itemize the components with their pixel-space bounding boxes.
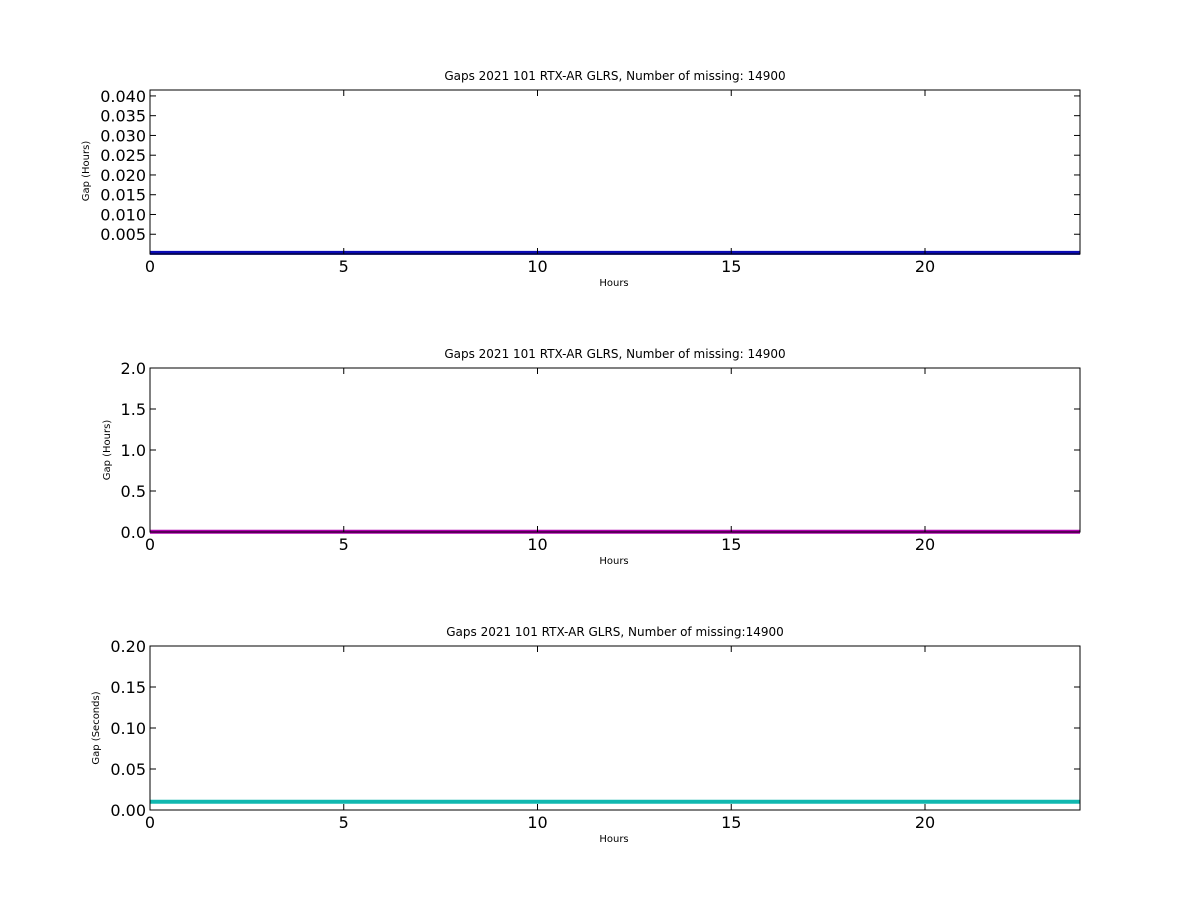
panel-2-ytick-label-4: 1.5 [121,400,146,419]
panel-2-title: Gaps 2021 101 RTX-AR GLRS, Number of mis… [444,347,785,361]
panel-3: Gaps 2021 101 RTX-AR GLRS, Number of mis… [91,625,1081,845]
panel-2: Gaps 2021 101 RTX-AR GLRS, Number of mis… [102,347,1081,567]
panel-2-plot-area: 0 5 10 15 20 0.0 0.5 1.0 1.5 2.0 [121,359,1081,554]
panel-2-ytick-label-1: 0.0 [121,523,146,542]
panel-1-ytick-label-8: 0.040 [100,87,146,106]
panel-2-axes-frame [149,367,1081,533]
panel-3-ylabel: Gap (Seconds) [91,691,102,764]
panel-3-ytick-label-5: 0.20 [110,637,146,656]
panel-2-xtick-label-15: 15 [721,535,741,554]
panel-3-xtick-label-20: 20 [915,813,935,832]
panel-1-xtick-label-10: 10 [527,257,547,276]
panel-1-ytick-label-5: 0.025 [100,146,146,165]
panel-1-ytick-label-7: 0.035 [100,107,146,126]
panel-1-ytick-label-1: 0.005 [100,225,146,244]
panel-3-axes-frame [149,645,1081,811]
panel-2-ytick-label-2: 0.5 [121,482,146,501]
panel-1-ylabel: Gap (Hours) [81,141,92,202]
panel-3-xlabel: Hours [599,834,628,845]
panel-3-ytick-label-1: 0.00 [110,801,146,820]
panel-3-title: Gaps 2021 101 RTX-AR GLRS, Number of mis… [446,625,784,639]
panel-3-xtick-label-5: 5 [339,813,349,832]
panel-2-xtick-label-10: 10 [527,535,547,554]
panel-3-xtick-label-10: 10 [527,813,547,832]
panel-1-xtick-label-5: 5 [339,257,349,276]
panel-2-xtick-label-20: 20 [915,535,935,554]
panel-3-ytick-label-3: 0.10 [110,719,146,738]
panel-1-ytick-label-3: 0.015 [100,186,146,205]
panel-2-xtick-label-0: 0 [145,535,155,554]
panel-2-ytick-label-5: 2.0 [121,359,146,378]
panel-1-plot-area: 0 5 10 15 200.0050.0100.0150.0200.0250.0300.… [100,87,1081,276]
panel-3-xtick-label-15: 15 [721,813,741,832]
panel-2-xtick-label-5: 5 [339,535,349,554]
panel-1-xlabel: Hours [599,278,628,289]
panel-1-xtick-label-20: 20 [915,257,935,276]
panel-1-xtick-label-15: 15 [721,257,741,276]
panel-1-ytick-label-2: 0.010 [100,205,146,224]
panel-3-ytick-label-2: 0.05 [110,760,146,779]
panel-2-ytick-label-3: 1.0 [121,441,146,460]
panel-3-ytick-label-4: 0.15 [110,678,146,697]
panel-1-ytick-label-6: 0.030 [100,126,146,145]
panel-2-ylabel: Gap (Hours) [102,420,113,481]
panel-3-xtick-label-0: 0 [145,813,155,832]
panel-3-plot-area: 0 5 10 15 20 0.00 0.05 0.10 0.15 0.20 [110,637,1081,832]
panel-1: Gaps 2021 101 RTX-AR GLRS, Number of mis… [81,69,1081,289]
panel-1-xtick-label-0: 0 [145,257,155,276]
panel-1-ytick-label-4: 0.020 [100,166,146,185]
panel-1-axes-frame [149,89,1081,255]
panel-2-xlabel: Hours [599,556,628,567]
panel-1-title: Gaps 2021 101 RTX-AR GLRS, Number of mis… [444,69,785,83]
